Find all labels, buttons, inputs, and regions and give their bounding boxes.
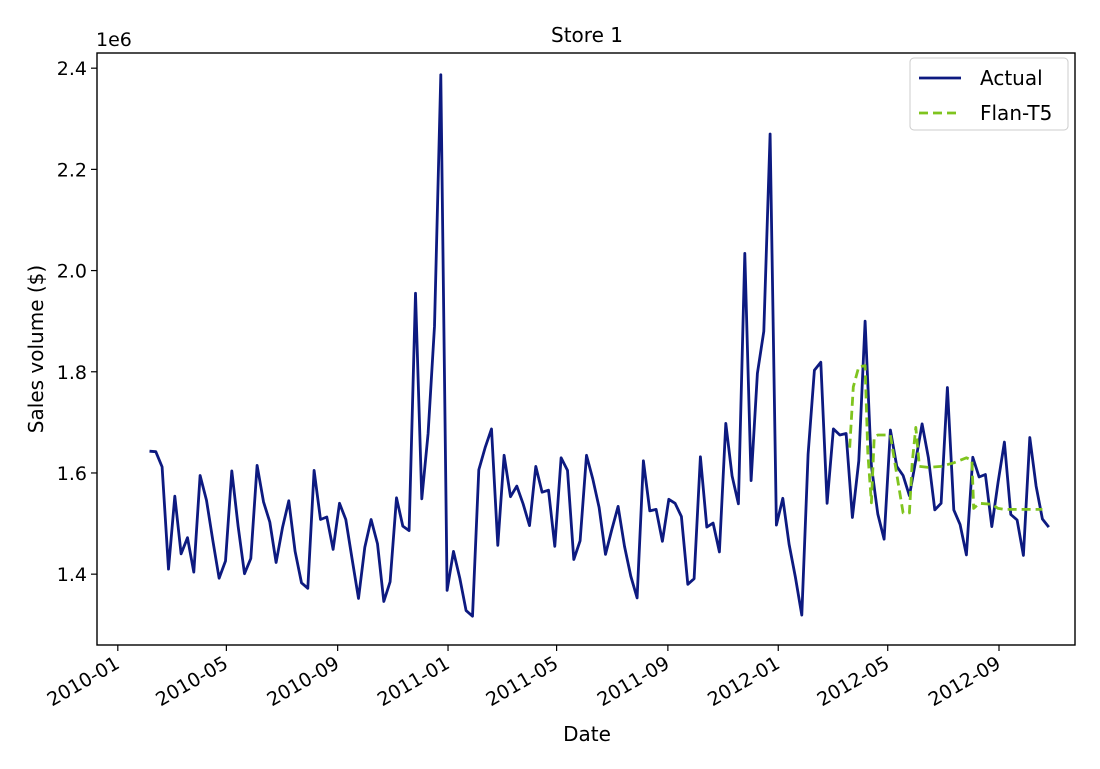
y-tick-label: 1.6	[57, 463, 87, 485]
x-axis: 2010-01 2010-05 2010-09 2011-01 2011-05 2011-…	[44, 645, 1005, 711]
y-tick-label: 2.0	[57, 261, 87, 283]
x-tick-label: 2011-05	[482, 652, 562, 711]
x-tick-label: 2010-01	[44, 652, 124, 711]
x-tick-label: 2012-01	[704, 652, 784, 711]
y-axis-title: Sales volume ($)	[24, 265, 48, 433]
x-tick-label: 2012-09	[925, 652, 1005, 711]
plot-frame	[96, 52, 1076, 646]
series-line-flan-t5	[848, 364, 1043, 515]
legend: Actual Flan-T5	[909, 57, 1069, 131]
y-axis: 1.4 1.6 1.8 2.0 2.2 2.4	[57, 58, 97, 586]
y-offset-text: 1e6	[96, 29, 132, 51]
y-tick-label: 1.8	[57, 362, 87, 384]
chart-title: Store 1	[551, 23, 623, 47]
x-tick-label: 2010-05	[152, 652, 232, 711]
x-tick-label: 2011-09	[594, 652, 674, 711]
y-tick-label: 1.4	[57, 564, 87, 586]
series-line-actual	[149, 73, 1050, 618]
legend-label-flan-t5: Flan-T5	[980, 101, 1052, 125]
legend-label-actual: Actual	[980, 66, 1043, 90]
x-tick-label: 2010-09	[263, 652, 343, 711]
x-tick-label: 2011-01	[374, 652, 454, 711]
plot-area	[149, 73, 1050, 618]
x-tick-label: 2012-05	[813, 652, 893, 711]
x-axis-title: Date	[563, 722, 611, 746]
y-tick-label: 2.4	[57, 58, 87, 80]
y-tick-label: 2.2	[57, 159, 87, 181]
